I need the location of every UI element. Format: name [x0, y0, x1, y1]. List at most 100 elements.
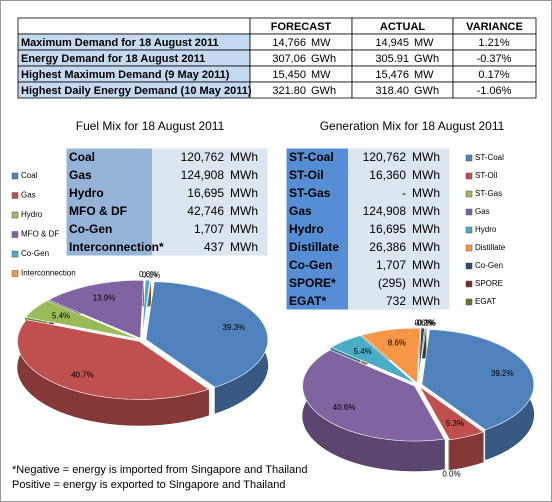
table-value-cell	[348, 292, 450, 310]
legend-swatch	[11, 192, 19, 199]
pie-slice	[302, 349, 445, 442]
pie-slice	[419, 386, 484, 441]
forecast-unit: GWh	[311, 53, 336, 65]
table-header: VARIANCE	[466, 21, 523, 33]
legend-label: EGAT	[475, 297, 496, 306]
energy-unit: MWh	[412, 240, 440, 254]
data-label: 0.6%	[414, 319, 432, 328]
row-label: Highest Daily Energy Demand (10 May 2011…	[21, 85, 252, 97]
legend-label: Co-Gen	[475, 261, 503, 270]
pie-slice	[48, 279, 144, 339]
energy-label: Distillate	[289, 240, 339, 254]
energy-value: 1,707	[194, 222, 224, 236]
data-label: 40.6%	[333, 403, 356, 412]
energy-value: 437	[204, 240, 224, 254]
legend-label: Distillate	[475, 243, 506, 252]
pie-slice	[24, 300, 139, 340]
data-label: 40.7%	[71, 370, 94, 379]
data-label: 39.3%	[222, 323, 245, 332]
energy-unit: MWh	[412, 150, 440, 164]
forecast-value: 14,766	[272, 37, 306, 49]
data-label: 5.4%	[52, 311, 70, 320]
legend-swatch	[465, 190, 473, 198]
actual-unit: MW	[414, 69, 434, 81]
energy-unit: MWh	[230, 150, 258, 164]
data-label: 5.3%	[446, 419, 464, 428]
data-label: 0.0%	[442, 469, 460, 478]
forecast-value: 321.80	[272, 85, 306, 97]
forecast-value: 15,450	[272, 69, 306, 81]
table-value-cell	[348, 184, 450, 202]
legend-label: ST-Oil	[475, 171, 497, 180]
table-label-cell	[66, 238, 152, 256]
energy-value: 1,707	[376, 258, 406, 272]
table-value-cell	[348, 274, 450, 292]
table-header: FORECAST	[271, 21, 332, 33]
energy-label: Gas	[289, 204, 312, 218]
energy-label: Gas	[69, 168, 92, 182]
legend-label: MFO & DF	[21, 230, 59, 239]
energy-label: ST-Gas	[289, 186, 331, 200]
table-value-cell	[348, 202, 450, 220]
legend-label: Gas	[21, 191, 36, 200]
actual-value: 318.40	[375, 85, 409, 97]
legend-swatch	[465, 280, 473, 288]
table-value-cell	[152, 220, 268, 238]
table-value-cell	[348, 148, 450, 166]
data-label: 8.6%	[388, 338, 406, 347]
energy-label: ST-Oil	[289, 168, 324, 182]
legend-swatch	[11, 250, 19, 258]
energy-unit: MWh	[412, 222, 440, 236]
table-label-cell	[66, 220, 152, 238]
table-label-cell	[66, 184, 152, 202]
actual-unit: GWh	[414, 53, 439, 65]
pie-slice	[330, 335, 416, 384]
data-label: 0.1%	[142, 270, 160, 279]
legend-label: Hydro	[475, 225, 497, 234]
pie-slice	[145, 281, 269, 388]
table-label-cell	[66, 148, 152, 166]
energy-value: 120,762	[181, 150, 225, 164]
actual-value: 14,945	[375, 37, 409, 49]
energy-value: 124,908	[363, 204, 407, 218]
energy-label: Co-Gen	[69, 222, 112, 236]
energy-unit: MWh	[412, 168, 440, 182]
table-label-cell	[66, 166, 152, 184]
energy-value: 16,360	[369, 168, 406, 182]
table-value-cell	[152, 166, 268, 184]
table-label-cell	[286, 238, 348, 256]
energy-unit: MWh	[230, 168, 258, 182]
energy-label: Co-Gen	[289, 258, 332, 272]
table-value-cell	[152, 184, 268, 202]
forecast-unit: GWh	[311, 85, 336, 97]
legend-swatch	[465, 172, 473, 180]
energy-unit: MWh	[412, 258, 440, 272]
table-value-cell	[348, 238, 450, 256]
table-label-cell	[286, 256, 348, 274]
row-label: Energy Demand for 18 August 2011	[21, 53, 205, 65]
energy-label: Hydro	[289, 222, 324, 236]
table-border	[65, 147, 269, 257]
table-header: ACTUAL	[380, 21, 425, 33]
variance-value: 1.21%	[478, 37, 509, 49]
actual-value: 15,476	[375, 69, 409, 81]
chart-title: Fuel Mix for 18 August 2011	[76, 119, 225, 133]
table-label-cell	[286, 184, 348, 202]
energy-unit: MWh	[412, 294, 440, 308]
energy-label: Coal	[69, 150, 95, 164]
energy-label: MFO & DF	[69, 204, 127, 218]
energy-unit: MWh	[230, 186, 258, 200]
forecast-value: 307.06	[272, 53, 306, 65]
row-label: Highest Maximum Demand (9 May 2011)	[21, 69, 230, 81]
data-label: 0.6%	[139, 270, 157, 279]
energy-unit: MWh	[412, 204, 440, 218]
pie-tops	[17, 279, 269, 400]
table-label-cell	[286, 274, 348, 292]
legend-label: Gas	[475, 207, 490, 216]
table-value-cell	[152, 238, 268, 256]
actual-value: 305.91	[375, 53, 409, 65]
pie-slice	[17, 319, 210, 400]
energy-value: 120,762	[363, 150, 407, 164]
legend-swatch	[465, 208, 473, 216]
